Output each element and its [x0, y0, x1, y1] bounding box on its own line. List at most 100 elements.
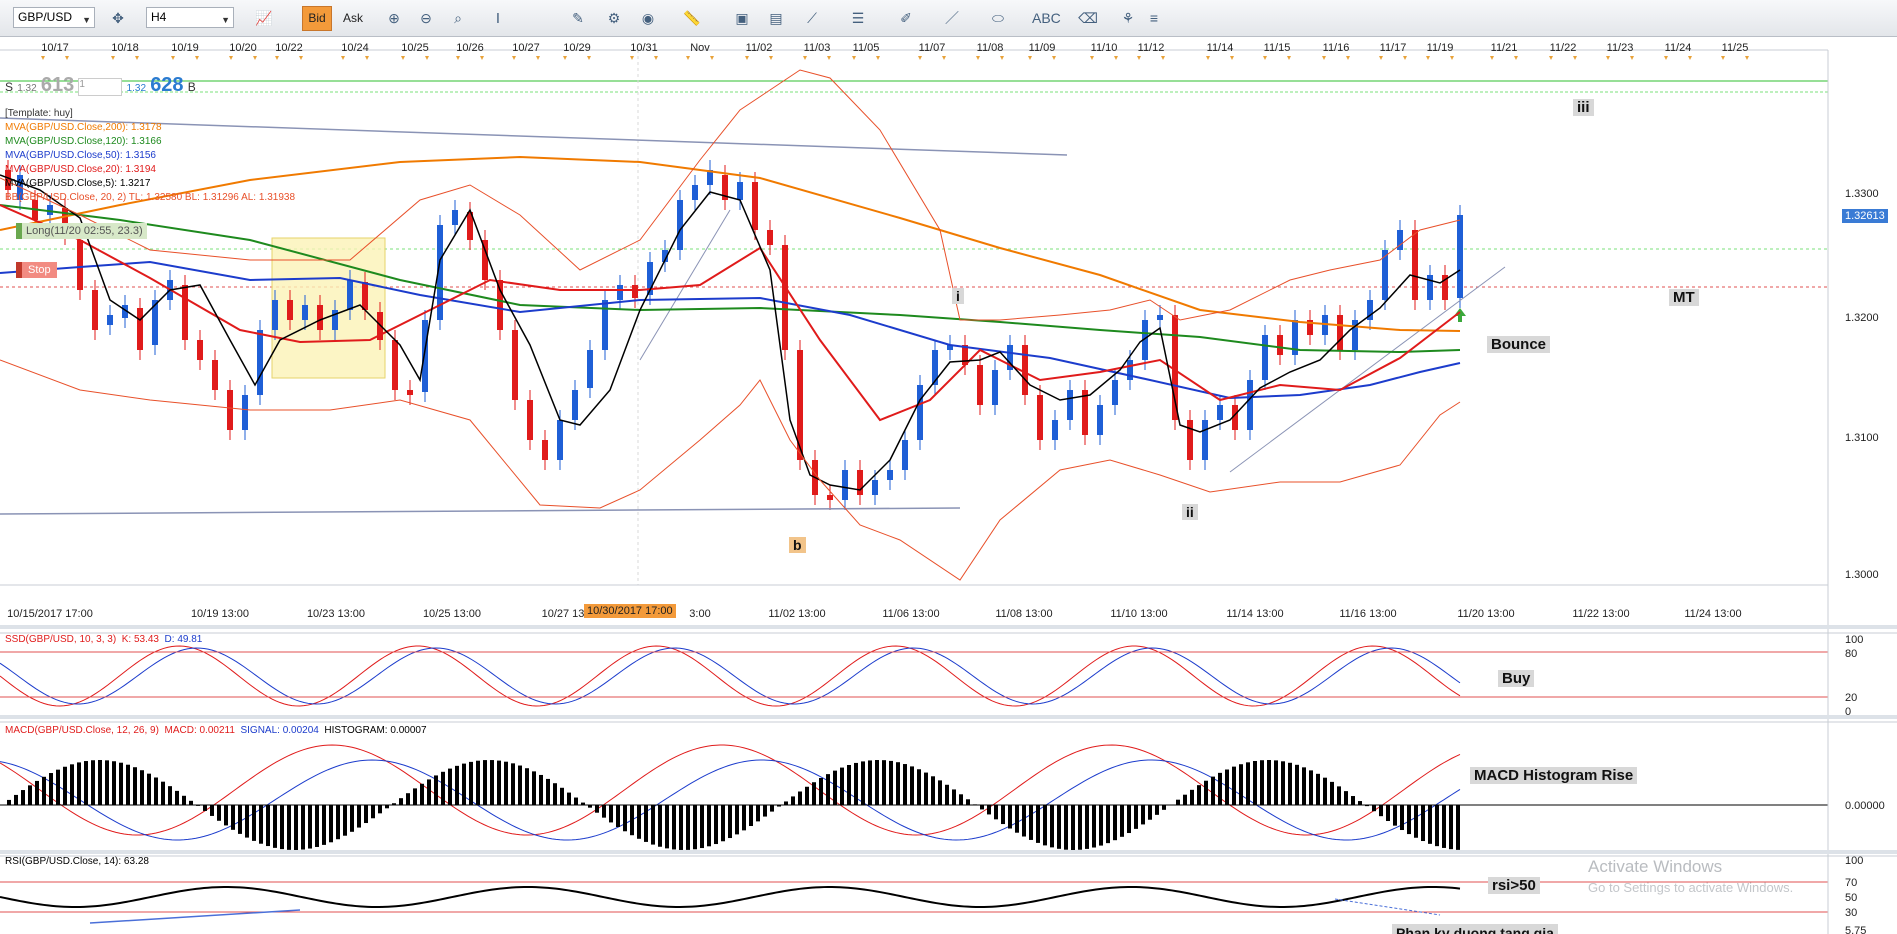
candle-body: [1307, 320, 1313, 335]
macd-histogram-bar: [1008, 805, 1012, 829]
macd-histogram-bar: [1085, 805, 1089, 849]
pen-icon[interactable]: ✐: [900, 10, 912, 26]
text-icon[interactable]: ABC: [1032, 10, 1061, 26]
chart-type-icon[interactable]: 📈: [255, 10, 273, 26]
candle-body: [902, 440, 908, 470]
macd-histogram-bar: [672, 805, 676, 850]
macd-histogram-bar: [1379, 805, 1383, 817]
macd-histogram-bar: [966, 799, 970, 805]
macd-histogram-bar: [28, 785, 32, 805]
template-icon[interactable]: ▤: [769, 10, 783, 26]
macd-histogram-bar: [721, 805, 725, 842]
shape-icon[interactable]: ⬭: [992, 10, 1004, 26]
timeframe-selector[interactable]: H4 ▼: [146, 7, 234, 28]
macd-histogram-bar: [112, 761, 116, 805]
macd-histogram-bar: [840, 767, 844, 805]
symbol-selector[interactable]: GBP/USD ▼: [13, 7, 95, 28]
line-icon[interactable]: ／: [945, 10, 959, 26]
top-date-label: 11/15: [1264, 42, 1291, 54]
macd-histogram-bar: [483, 760, 487, 805]
candle-body: [1202, 420, 1208, 460]
candle-body: [107, 315, 113, 325]
candle-body: [782, 245, 788, 350]
line-tools-icon[interactable]: ⟋: [807, 10, 817, 26]
candle-body: [62, 208, 68, 235]
macd-histogram-bar: [294, 805, 298, 850]
macd-histogram-bar: [1323, 777, 1327, 805]
macd-histogram-bar: [665, 805, 669, 849]
rsi-tick-label: 5.75: [1845, 925, 1866, 934]
candle-body: [1277, 335, 1283, 355]
symbol-value: GBP/USD: [18, 10, 73, 24]
picture-icon[interactable]: ▣: [735, 10, 749, 26]
session-marker: [41, 56, 45, 60]
macd-histogram-bar: [1386, 805, 1390, 822]
candle-body: [1367, 300, 1373, 320]
candle-body: [617, 285, 623, 300]
session-marker: [365, 56, 369, 60]
macd-histogram-bar: [609, 805, 613, 823]
price-chart[interactable]: 100 80 20 0 0.00000 100 70 50 30 5.75 10/17 10/18 1…: [0, 37, 1897, 934]
candle-body: [1052, 420, 1058, 440]
crosshair-icon[interactable]: ✥: [112, 10, 124, 26]
ask-button[interactable]: Ask: [342, 11, 363, 25]
session-marker: [1450, 56, 1454, 60]
macd-histogram-bar: [329, 805, 333, 843]
macd-histogram-bar: [1155, 805, 1159, 815]
macd-histogram-bar: [105, 760, 109, 805]
macd-histogram-bar: [70, 764, 74, 805]
tree-icon[interactable]: ⚘: [1121, 10, 1135, 26]
bottom-date-label: 11/22 13:00: [1572, 608, 1629, 620]
eraser-icon[interactable]: ⌫: [1078, 10, 1098, 26]
top-date-label: 11/24: [1665, 42, 1692, 54]
candle-body: [587, 350, 593, 388]
magnifier-icon[interactable]: ⌕: [454, 10, 462, 26]
candle-body: [827, 495, 833, 500]
macd-histogram-bar: [602, 805, 606, 818]
macd-histogram-bar: [1092, 805, 1096, 848]
quote-panel[interactable]: S 1.32 613 1 1.32 628 B: [5, 74, 196, 97]
settings-icon[interactable]: ⚙: [607, 10, 621, 26]
bars-icon[interactable]: ☰: [851, 10, 865, 26]
mva20-line: [0, 204, 1461, 422]
session-marker: [299, 56, 303, 60]
sell-price[interactable]: 613: [40, 74, 75, 96]
macd-histogram-bar: [1148, 805, 1152, 820]
zoom-in-icon[interactable]: ⊕: [388, 10, 400, 26]
bottom-date-label: 11/16 13:00: [1339, 608, 1396, 620]
rsi-line: [0, 886, 1461, 908]
candle-body: [1187, 420, 1193, 460]
bottom-date-label: 10/27 13: [542, 608, 585, 620]
macd-histogram-bar: [231, 805, 235, 830]
session-marker: [512, 56, 516, 60]
quantity-input[interactable]: 1: [78, 78, 123, 97]
top-date-label: 10/19: [171, 42, 199, 54]
macd-histogram-bar: [812, 782, 816, 805]
macd-histogram-bar: [924, 772, 928, 805]
wave-trendline: [639, 209, 731, 361]
ruler-icon[interactable]: 📏: [683, 10, 701, 26]
drawing-icon[interactable]: ✎: [572, 10, 584, 26]
stop-order-tag[interactable]: Stop: [16, 262, 57, 278]
zoom-out-icon[interactable]: ⊖: [420, 10, 432, 26]
long-order-tag[interactable]: Long(11/20 02:55, 23.3): [16, 223, 147, 239]
more-icon[interactable]: ≡: [1149, 10, 1159, 26]
globe-icon[interactable]: ◉: [641, 10, 655, 26]
indicator-icon[interactable]: Ⅰ: [495, 10, 501, 26]
macd-histogram-bar: [805, 786, 809, 805]
buy-price[interactable]: 628: [150, 74, 184, 96]
macd-histogram-bar: [686, 805, 690, 850]
candle-body: [1082, 390, 1088, 435]
macd-histogram-bar: [959, 794, 963, 805]
macd-histogram-bar: [168, 786, 172, 805]
session-marker: [1426, 56, 1430, 60]
macd-histogram-bar: [595, 805, 599, 813]
bid-button[interactable]: Bid: [302, 6, 332, 31]
rsi-tick-label: 50: [1845, 892, 1857, 904]
bottom-date-label: 11/10 13:00: [1110, 608, 1167, 620]
histogram-value: HISTOGRAM: 0.00007: [324, 725, 427, 736]
crosshair-date-label: 10/30/2017 17:00: [584, 604, 676, 618]
macd-histogram-bar: [1190, 789, 1194, 805]
ssd-title: SSD(GBP/USD, 10, 3, 3) K: 53.43 D: 49.81: [5, 634, 202, 645]
macd-histogram-bar: [308, 805, 312, 849]
